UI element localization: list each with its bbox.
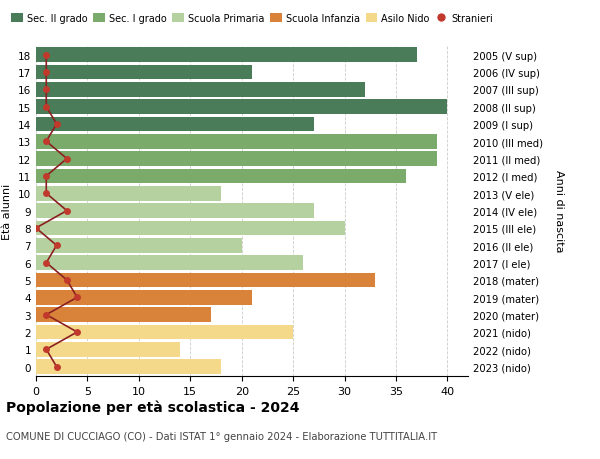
Bar xyxy=(36,169,406,184)
Text: COMUNE DI CUCCIAGO (CO) - Dati ISTAT 1° gennaio 2024 - Elaborazione TUTTITALIA.I: COMUNE DI CUCCIAGO (CO) - Dati ISTAT 1° … xyxy=(6,431,437,442)
Bar xyxy=(36,308,211,322)
Point xyxy=(41,52,51,59)
Point xyxy=(41,311,51,319)
Text: Popolazione per età scolastica - 2024: Popolazione per età scolastica - 2024 xyxy=(6,399,299,414)
Bar xyxy=(36,117,314,132)
Legend: Sec. II grado, Sec. I grado, Scuola Primaria, Scuola Infanzia, Asilo Nido, Stran: Sec. II grado, Sec. I grado, Scuola Prim… xyxy=(7,10,497,28)
Bar xyxy=(36,238,242,253)
Bar xyxy=(36,152,437,167)
Point xyxy=(41,104,51,111)
Point xyxy=(52,242,61,249)
Bar xyxy=(36,325,293,340)
Bar xyxy=(36,359,221,374)
Y-axis label: Età alunni: Età alunni xyxy=(2,183,13,239)
Point xyxy=(52,363,61,370)
Point xyxy=(62,156,71,163)
Bar xyxy=(36,342,180,357)
Bar xyxy=(36,100,448,115)
Point xyxy=(41,346,51,353)
Point xyxy=(31,225,41,232)
Bar xyxy=(36,186,221,201)
Point xyxy=(41,86,51,94)
Bar xyxy=(36,65,252,80)
Point xyxy=(41,173,51,180)
Bar xyxy=(36,48,416,63)
Point xyxy=(73,294,82,301)
Point xyxy=(52,121,61,129)
Point xyxy=(62,207,71,215)
Point xyxy=(41,138,51,146)
Bar xyxy=(36,221,344,236)
Bar xyxy=(36,83,365,97)
Bar xyxy=(36,134,437,149)
Bar xyxy=(36,204,314,218)
Bar xyxy=(36,256,304,270)
Bar xyxy=(36,273,376,288)
Point xyxy=(41,259,51,267)
Point xyxy=(73,329,82,336)
Bar xyxy=(36,290,252,305)
Point xyxy=(62,277,71,284)
Point xyxy=(41,190,51,197)
Y-axis label: Anni di nascita: Anni di nascita xyxy=(554,170,564,252)
Point xyxy=(41,69,51,76)
